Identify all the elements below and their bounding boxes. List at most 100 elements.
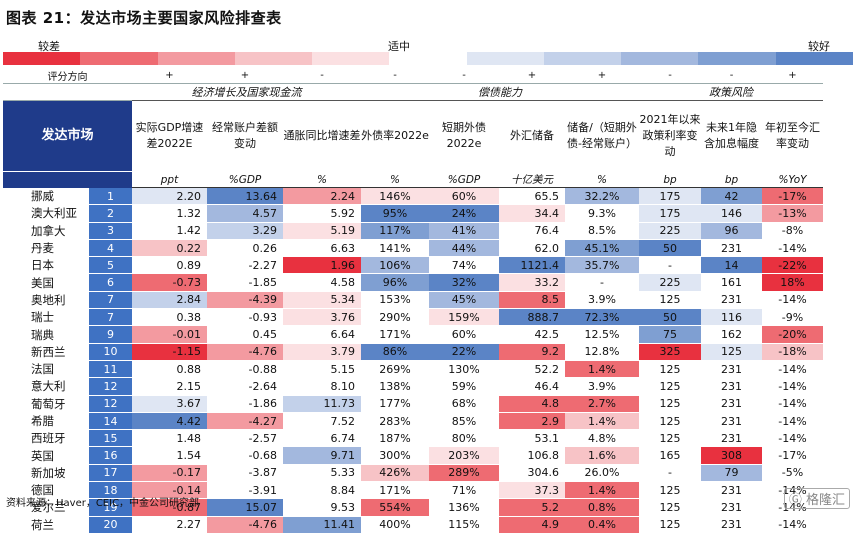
data-cell: 74%	[429, 256, 499, 275]
country-name: 加拿大	[3, 222, 89, 240]
data-cell: 15.07	[207, 498, 283, 517]
data-cell: -0.93	[207, 308, 283, 327]
data-cell: 32%	[429, 273, 499, 292]
country-name: 德国	[3, 481, 89, 500]
rank-cell: 20	[89, 516, 132, 534]
country-name: 美国	[3, 273, 89, 292]
scale-right-label: 较好	[808, 40, 830, 53]
table-row: 瑞典 9 -0.01 0.45 6.64 171% 60% 42.5 12.5% 75 162 -20…	[3, 325, 823, 344]
data-cell: 7.52	[283, 412, 361, 431]
country-name: 日本	[3, 256, 89, 275]
scale-mid-label: 适中	[388, 40, 410, 53]
data-cell: 125	[639, 516, 701, 534]
data-cell: 231	[701, 498, 762, 517]
data-cell: -3.91	[207, 481, 283, 500]
rank-cell: 2	[89, 204, 132, 223]
country-name: 新西兰	[3, 343, 89, 361]
data-cell: 161	[701, 273, 762, 292]
scale-swatch	[157, 52, 235, 65]
data-cell: 1.32	[132, 204, 207, 223]
unit-row: ppt %GDP % % %GDP 十亿美元 % bp bp %YoY	[3, 171, 823, 188]
table-row: 希腊 14 4.42 -4.27 7.52 283% 85% 2.9 1.4% 125 231 -14…	[3, 412, 823, 431]
color-scale-legend	[3, 52, 853, 65]
country-name: 瑞典	[3, 325, 89, 344]
scale-swatch	[621, 52, 699, 65]
data-cell: 146%	[361, 187, 429, 206]
column-unit: ppt	[132, 171, 207, 188]
data-cell: 106.8	[499, 446, 565, 465]
data-cell: 34.4	[499, 204, 565, 223]
column-unit: 十亿美元	[499, 171, 565, 188]
data-cell: 4.8%	[565, 429, 639, 448]
rank-cell: 9	[89, 325, 132, 344]
group-policy: 政策风险	[639, 83, 823, 101]
column-header: 实际GDP增速差2022E	[132, 100, 207, 172]
data-cell: 175	[639, 187, 701, 206]
rank-cell: 14	[89, 412, 132, 431]
data-cell: 125	[701, 343, 762, 361]
data-cell: 231	[701, 239, 762, 258]
data-cell: 2.15	[132, 377, 207, 396]
group-row: 经济增长及国家现金流 偿债能力 政策风险	[3, 83, 823, 101]
column-unit: %GDP	[429, 171, 499, 188]
rank-cell: 4	[89, 239, 132, 258]
rank-cell: 18	[89, 481, 132, 500]
data-cell: 96%	[361, 273, 429, 292]
data-cell: 325	[639, 343, 701, 361]
data-cell: 72.3%	[565, 308, 639, 327]
direction-row: 评分方向 + + - - - + + - - +	[3, 68, 823, 84]
data-cell: 203%	[429, 446, 499, 465]
rank-cell: 16	[89, 446, 132, 465]
data-cell: 42.5	[499, 325, 565, 344]
corner-label: 发达市场	[3, 100, 132, 172]
data-cell: -1.86	[207, 395, 283, 413]
data-cell: -3.87	[207, 464, 283, 483]
data-cell: 26.0%	[565, 464, 639, 483]
rank-cell: 11	[89, 360, 132, 379]
page-title: 图表 21：发达市场主要国家风险排查表	[6, 9, 282, 27]
country-name: 英国	[3, 446, 89, 465]
data-cell: 2.9	[499, 412, 565, 431]
data-cell: -17%	[762, 187, 823, 206]
data-cell: 554%	[361, 498, 429, 517]
data-cell: 35.7%	[565, 256, 639, 275]
country-name: 挪威	[3, 187, 89, 206]
country-name: 奥地利	[3, 291, 89, 310]
data-cell: 8.84	[283, 481, 361, 500]
table-row: 日本 5 0.89 -2.27 1.96 106% 74% 1121.4 35.7% -14 -22…	[3, 256, 823, 275]
country-name: 丹麦	[3, 239, 89, 258]
country-name: 新加坡	[3, 464, 89, 483]
data-cell: 153%	[361, 291, 429, 310]
direction-cell: +	[207, 68, 283, 84]
data-cell: 125	[639, 412, 701, 431]
rank-cell: 12	[89, 377, 132, 396]
data-cell: 12.8%	[565, 343, 639, 361]
rank-cell: 5	[89, 256, 132, 275]
data-cell: 159%	[429, 308, 499, 327]
data-cell: 5.2	[499, 498, 565, 517]
data-cell: -0.73	[132, 273, 207, 292]
data-cell: 290%	[361, 308, 429, 327]
data-cell: 3.9%	[565, 377, 639, 396]
data-cell: -13%	[762, 204, 823, 223]
scale-swatch	[312, 52, 390, 65]
scale-swatch	[234, 52, 313, 65]
data-cell: -0.17	[132, 464, 207, 483]
data-cell: -0.87	[132, 498, 207, 517]
rank-cell: 10	[89, 343, 132, 361]
data-cell: 52.2	[499, 360, 565, 379]
data-cell: 9.71	[283, 446, 361, 465]
table-row: 新加坡 17 -0.17 -3.87 5.33 426% 289% 304.6 26.0% -79…	[3, 464, 823, 483]
rank-cell: 19	[89, 498, 132, 517]
data-cell: 13.64	[207, 187, 283, 206]
data-cell: 187%	[361, 429, 429, 448]
data-cell: 308	[701, 446, 762, 465]
data-cell: 231	[701, 360, 762, 379]
column-header: 外债率2022e	[361, 100, 429, 172]
data-cell: 0.38	[132, 308, 207, 327]
data-cell: 18%	[762, 273, 823, 292]
data-cell: -14%	[762, 429, 823, 448]
data-cell: 125	[639, 360, 701, 379]
data-cell: 125	[639, 377, 701, 396]
data-cell: 116	[701, 308, 762, 327]
